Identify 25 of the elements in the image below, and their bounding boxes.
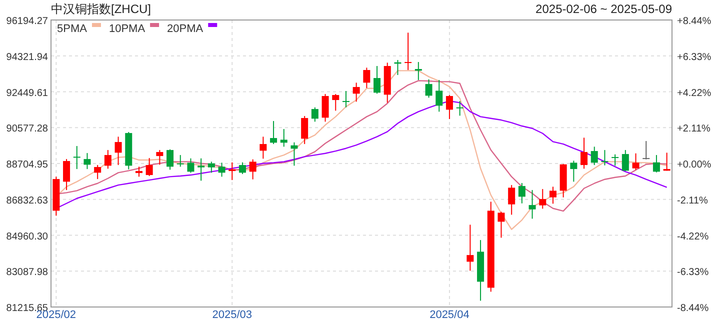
y2-tick-label: -2.11% xyxy=(677,195,708,206)
y2-tick-label: +4.22% xyxy=(677,88,712,99)
y2-tick-label: +2.11% xyxy=(677,124,711,135)
y2-tick-label: -8.44% xyxy=(677,303,709,314)
x-tick-label: 2025/04 xyxy=(430,309,470,320)
y-tick-label: 84960.30 xyxy=(6,231,48,242)
legend-label: 10PMA xyxy=(108,23,146,35)
y2-tick-label: +0.00% xyxy=(677,160,712,170)
y2-tick-label: -6.33% xyxy=(677,267,709,278)
x-tick-label: 2025/03 xyxy=(212,309,252,320)
legend-label: 20PMA xyxy=(167,23,204,35)
y-tick-label: 86832.63 xyxy=(6,195,48,206)
x-tick-label: 2025/02 xyxy=(36,309,76,320)
y2-tick-label: +8.44% xyxy=(677,16,712,27)
chart-title: 中汉铜指数[ZHCU] xyxy=(51,2,151,16)
y-tick-label: 83087.98 xyxy=(6,267,48,278)
y-tick-label: 96194.27 xyxy=(6,16,48,27)
legend-label: 5PMA xyxy=(57,23,88,35)
chart-subtitle: 2025-02-06 ~ 2025-05-09 xyxy=(536,2,672,16)
y-tick-label: 88704.95 xyxy=(6,160,48,170)
y-tick-label: 92449.61 xyxy=(6,88,48,99)
y-tick-label: 94321.94 xyxy=(6,52,48,63)
y-tick-label: 90577.28 xyxy=(6,124,48,135)
y2-tick-label: -4.22% xyxy=(677,231,709,242)
y2-tick-label: +6.33% xyxy=(677,52,712,63)
